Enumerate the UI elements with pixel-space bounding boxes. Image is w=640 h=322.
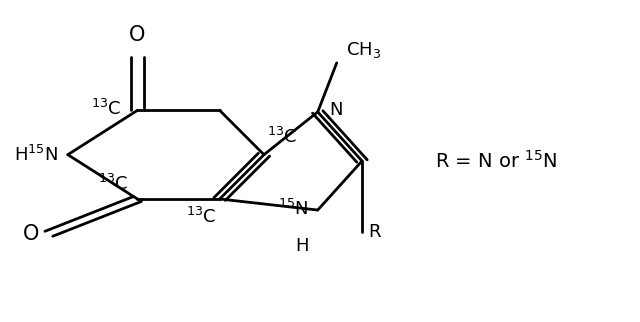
Text: $^{13}$C: $^{13}$C [98, 174, 128, 194]
Text: CH$_3$: CH$_3$ [346, 40, 381, 60]
Text: H$^{15}$N: H$^{15}$N [14, 145, 58, 165]
Text: O: O [129, 25, 146, 45]
Text: R: R [369, 223, 381, 241]
Text: $^{13}$C: $^{13}$C [186, 207, 216, 227]
Text: $^{13}$C: $^{13}$C [92, 99, 122, 119]
Text: $^{15}$N: $^{15}$N [278, 198, 308, 219]
Text: R = N or $^{15}$N: R = N or $^{15}$N [435, 150, 557, 172]
Text: N: N [329, 101, 342, 119]
Text: H: H [295, 237, 308, 255]
Text: O: O [23, 224, 40, 244]
Text: $^{13}$C: $^{13}$C [267, 127, 298, 147]
